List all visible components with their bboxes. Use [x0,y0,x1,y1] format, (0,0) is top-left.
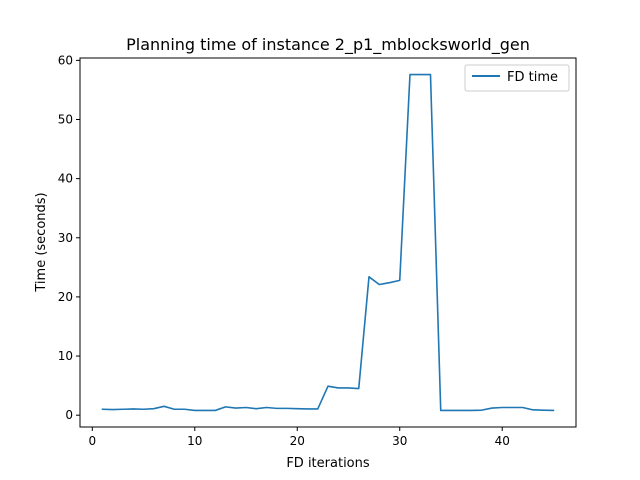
x-tick-label: 40 [495,434,510,448]
y-axis-label: Time (seconds) [34,192,49,292]
chart-title: Planning time of instance 2_p1_mblockswo… [126,35,530,55]
legend-label-fd-time: FD time [507,70,558,85]
legend: FD time [464,64,570,92]
y-tick-label: 30 [58,231,73,245]
series-line-fd-time [101,73,555,412]
y-tick-label: 50 [58,113,73,127]
y-tick-label: 60 [58,53,73,67]
y-axis-ticks: 0 10 20 30 40 50 60 [58,53,80,422]
x-axis-label: FD iterations [286,456,370,471]
x-tick-label: 10 [187,434,202,448]
x-tick-label: 20 [290,434,305,448]
y-tick-label: 20 [58,290,73,304]
y-tick-label: 40 [58,172,73,186]
plot-area [80,58,576,427]
x-tick-label: 30 [392,434,407,448]
y-tick-label: 0 [65,408,73,422]
y-tick-label: 10 [58,349,73,363]
x-axis-ticks: 0 10 20 30 40 [88,427,510,448]
x-tick-label: 0 [88,434,96,448]
plot-frame [79,57,577,428]
series-layer [101,73,555,412]
legend-box [464,64,570,92]
